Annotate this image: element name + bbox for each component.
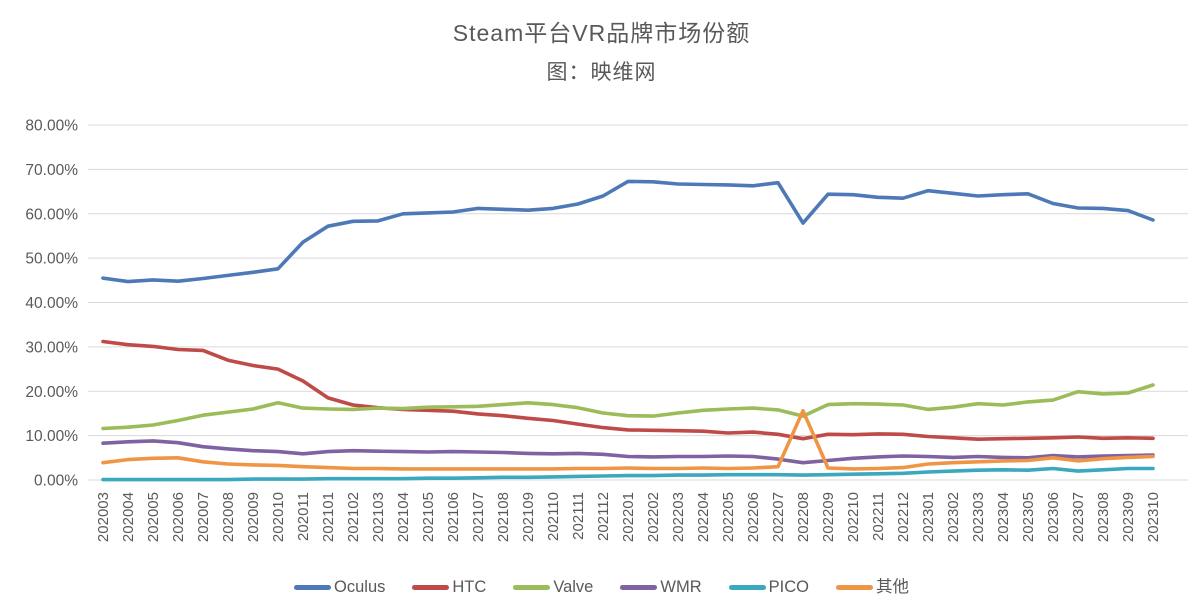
legend-item-HTC: HTC <box>412 579 486 596</box>
legend-label: PICO <box>768 578 809 596</box>
x-tick-label: 202101 <box>320 492 337 542</box>
x-tick-label: 202111 <box>570 492 587 540</box>
legend-label: HTC <box>452 578 487 596</box>
series-line-Oculus <box>101 179 1155 284</box>
x-tick-label: 202009 <box>245 492 262 542</box>
y-tick-label: 20.00% <box>25 384 78 401</box>
y-tick-label: 70.00% <box>25 162 78 179</box>
chart-subtitle: 图：映维网 <box>546 60 657 84</box>
legend-swatch <box>513 584 551 590</box>
legend-label: Oculus <box>334 578 386 596</box>
y-tick-label: 10.00% <box>25 428 78 445</box>
x-tick-label: 202109 <box>520 492 537 542</box>
x-tick-label: 202201 <box>620 492 637 542</box>
legend-item-Oculus: Oculus <box>294 579 385 596</box>
x-tick-label: 202301 <box>920 492 937 542</box>
series-line-PICO <box>101 466 1155 482</box>
x-tick-label: 202108 <box>495 492 512 542</box>
y-tick-label: 60.00% <box>25 206 78 223</box>
x-tick-label: 202307 <box>1070 492 1087 542</box>
legend-item-其他: 其他 <box>835 578 909 596</box>
y-tick-label: 30.00% <box>25 339 78 356</box>
x-tick-label: 202112 <box>595 492 612 541</box>
x-tick-label: 202310 <box>1145 492 1162 542</box>
x-tick-label: 202005 <box>145 492 162 542</box>
x-tick-label: 202211 <box>870 492 887 541</box>
legend-swatch <box>620 584 658 590</box>
x-tick-label: 202207 <box>770 492 787 542</box>
x-tick-label: 202205 <box>720 492 737 542</box>
legend-item-PICO: PICO <box>728 578 809 596</box>
x-tick-label: 202102 <box>345 492 362 542</box>
chart-title-block: Steam平台VR品牌市场份额 图：映维网 <box>0 20 1203 85</box>
series-line-其他 <box>101 408 1155 471</box>
x-tick-label: 202210 <box>845 492 862 542</box>
legend-label: Valve <box>553 578 594 596</box>
legend-label: 其他 <box>875 578 909 596</box>
chart-legend: Oculus HTC Valve WMR PICO 其他 <box>0 579 1203 596</box>
y-tick-label: 40.00% <box>25 295 78 312</box>
x-tick-label: 202308 <box>1095 492 1112 542</box>
x-tick-label: 202011 <box>295 492 312 541</box>
legend-swatch <box>728 584 766 590</box>
y-tick-label: 50.00% <box>25 251 78 268</box>
x-tick-label: 202006 <box>170 492 187 542</box>
series-line-HTC <box>101 339 1155 442</box>
legend-item-Valve: Valve <box>513 579 593 596</box>
x-tick-label: 202105 <box>420 492 437 542</box>
x-tick-label: 202003 <box>95 492 112 542</box>
x-tick-label: 202010 <box>270 492 287 542</box>
x-tick-label: 202209 <box>820 492 837 542</box>
x-tick-label: 202103 <box>370 492 387 542</box>
x-tick-label: 202008 <box>220 492 237 542</box>
y-tick-label: 80.00% <box>25 118 78 135</box>
chart-title: Steam平台VR品牌市场份额 <box>452 20 751 46</box>
series-line-WMR <box>101 439 1155 465</box>
x-tick-label: 202212 <box>895 492 912 542</box>
x-tick-label: 202305 <box>1020 492 1037 542</box>
x-tick-label: 202104 <box>395 492 412 542</box>
x-tick-label: 202208 <box>795 492 812 542</box>
legend-swatch <box>835 584 873 590</box>
x-tick-label: 202106 <box>445 492 462 542</box>
x-tick-label: 202206 <box>745 492 762 542</box>
x-tick-label: 202303 <box>970 492 987 542</box>
series-line-Valve <box>101 383 1155 431</box>
legend-item-WMR: WMR <box>620 578 702 596</box>
x-tick-label: 202204 <box>695 492 712 542</box>
x-tick-label: 202007 <box>195 492 212 542</box>
legend-swatch <box>294 584 332 590</box>
x-tick-label: 202203 <box>670 492 687 542</box>
x-tick-label: 202110 <box>545 492 562 541</box>
legend-swatch <box>412 584 450 590</box>
x-tick-label: 202107 <box>470 492 487 542</box>
x-tick-label: 202306 <box>1045 492 1062 542</box>
x-tick-label: 202302 <box>945 492 962 542</box>
x-tick-label: 202304 <box>995 492 1012 542</box>
legend-label: WMR <box>660 578 702 596</box>
x-tick-label: 202309 <box>1120 492 1137 542</box>
x-tick-label: 202004 <box>120 492 137 542</box>
x-tick-label: 202202 <box>645 492 662 542</box>
y-tick-label: 0.00% <box>34 473 78 490</box>
